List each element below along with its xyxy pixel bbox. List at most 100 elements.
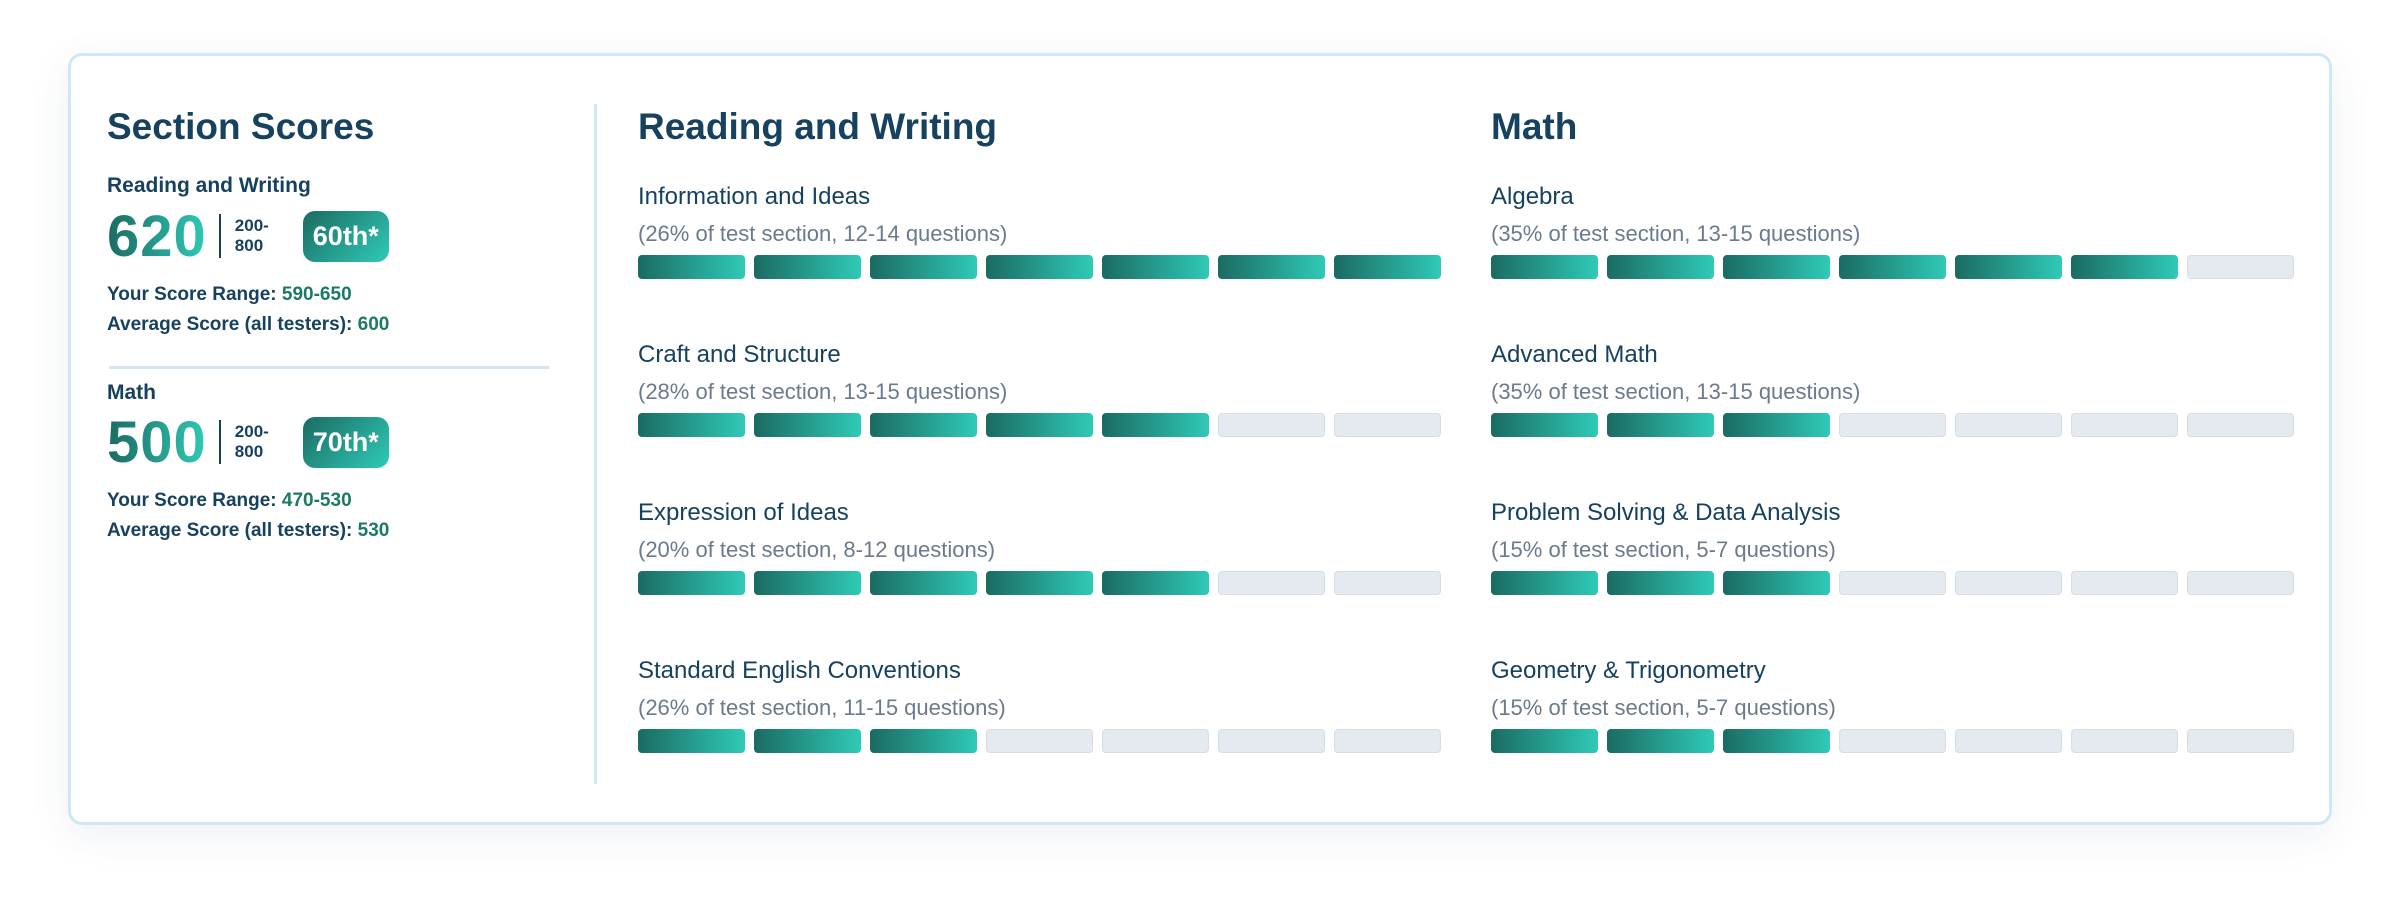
score-range: Your Score Range: 590-650 xyxy=(107,284,352,306)
empty-score-bar-segment xyxy=(1334,729,1441,753)
scale-max: 800 xyxy=(234,442,264,461)
percentile-badge: 60th* xyxy=(302,210,389,262)
filled-score-bar-segment xyxy=(1102,413,1209,437)
filled-score-bar-segment xyxy=(1839,255,1946,279)
empty-score-bar-segment xyxy=(2071,413,2178,437)
average-score: Average Score (all testers): 530 xyxy=(107,520,389,542)
filled-score-bar-segment xyxy=(1491,729,1598,753)
filled-score-bar-segment xyxy=(1607,413,1714,437)
filled-score-bar-segment xyxy=(1218,255,1325,279)
empty-score-bar-segment xyxy=(1839,571,1946,595)
filled-score-bar-segment xyxy=(638,571,745,595)
score-separator xyxy=(218,420,221,464)
section-scores-title: Section Scores xyxy=(107,106,375,147)
filled-score-bar-segment xyxy=(986,413,1093,437)
filled-score-bar-segment xyxy=(1607,729,1714,753)
section-label: Math xyxy=(107,381,156,404)
skill-domain-name: Advanced Math xyxy=(1491,341,1658,368)
skill-domain-description: (26% of test section, 11-15 questions) xyxy=(638,695,1006,720)
performance-bar xyxy=(638,729,1443,753)
filled-score-bar-segment xyxy=(1491,413,1598,437)
skill-domain-description: (26% of test section, 12-14 questions) xyxy=(638,221,1008,246)
skill-domain: Algebra (35% of test section, 13-15 ques… xyxy=(1491,183,2296,279)
skill-domain-name: Information and Ideas xyxy=(638,183,871,210)
empty-score-bar-segment xyxy=(1955,413,2062,437)
skill-domain-name: Geometry & Trigonometry xyxy=(1491,657,1766,684)
filled-score-bar-segment xyxy=(1102,571,1209,595)
column-title: Reading and Writing xyxy=(638,106,998,147)
filled-score-bar-segment xyxy=(754,729,861,753)
skill-domain: Expression of Ideas (20% of test section… xyxy=(638,499,1443,595)
empty-score-bar-segment xyxy=(1218,571,1325,595)
filled-score-bar-segment xyxy=(870,255,977,279)
filled-score-bar-segment xyxy=(986,255,1093,279)
score-separator xyxy=(218,214,221,258)
average-score-value: 600 xyxy=(357,314,390,335)
scale-min: 200- xyxy=(234,422,269,441)
score-range-label: Your Score Range: xyxy=(107,284,282,305)
filled-score-bar-segment xyxy=(1491,571,1598,595)
performance-bar xyxy=(1491,255,2296,279)
empty-score-bar-segment xyxy=(2187,255,2294,279)
skill-domain-description: (28% of test section, 13-15 questions) xyxy=(638,379,1008,404)
empty-score-bar-segment xyxy=(1334,571,1441,595)
filled-score-bar-segment xyxy=(638,413,745,437)
empty-score-bar-segment xyxy=(2071,571,2178,595)
filled-score-bar-segment xyxy=(1334,255,1441,279)
empty-score-bar-segment xyxy=(2071,729,2178,753)
skill-domain-description: (35% of test section, 13-15 questions) xyxy=(1491,221,1861,246)
filled-score-bar-segment xyxy=(1723,255,1830,279)
skill-domain-description: (20% of test section, 8-12 questions) xyxy=(638,537,996,562)
empty-score-bar-segment xyxy=(1955,571,2062,595)
average-score-label: Average Score (all testers): xyxy=(107,314,358,335)
filled-score-bar-segment xyxy=(1607,571,1714,595)
average-score-label: Average Score (all testers): xyxy=(107,520,358,541)
skill-domain-name: Standard English Conventions xyxy=(638,657,961,684)
vertical-divider xyxy=(594,104,597,784)
filled-score-bar-segment xyxy=(638,255,745,279)
skill-domain: Craft and Structure (28% of test section… xyxy=(638,341,1443,437)
skill-domain: Advanced Math (35% of test section, 13-1… xyxy=(1491,341,2296,437)
performance-bar xyxy=(638,571,1443,595)
filled-score-bar-segment xyxy=(754,255,861,279)
filled-score-bar-segment xyxy=(870,571,977,595)
empty-score-bar-segment xyxy=(2187,571,2294,595)
score-row: 620 200- 800 60th* xyxy=(107,204,389,269)
empty-score-bar-segment xyxy=(1102,729,1209,753)
average-score-value: 530 xyxy=(357,520,390,541)
skill-domain: Geometry & Trigonometry (15% of test sec… xyxy=(1491,657,2296,753)
skill-domain-name: Expression of Ideas xyxy=(638,499,849,526)
empty-score-bar-segment xyxy=(1839,413,1946,437)
empty-score-bar-segment xyxy=(1839,729,1946,753)
filled-score-bar-segment xyxy=(1955,255,2062,279)
filled-score-bar-segment xyxy=(1723,729,1830,753)
filled-score-bar-segment xyxy=(754,413,861,437)
skill-domain-name: Craft and Structure xyxy=(638,341,841,368)
performance-bar xyxy=(638,255,1443,279)
section-scores-card: Section Scores Reading and Writing 620 2… xyxy=(68,53,2332,825)
column-title: Math xyxy=(1491,106,1578,147)
section-score: 500 xyxy=(107,409,207,475)
empty-score-bar-segment xyxy=(2187,729,2294,753)
score-row: 500 200- 800 70th* xyxy=(107,409,389,475)
empty-score-bar-segment xyxy=(2187,413,2294,437)
empty-score-bar-segment xyxy=(1334,413,1441,437)
score-range-value: 470-530 xyxy=(281,490,352,511)
filled-score-bar-segment xyxy=(1723,413,1830,437)
skill-domain: Standard English Conventions (26% of tes… xyxy=(638,657,1443,753)
percentile-badge: 70th* xyxy=(302,416,389,468)
skill-domain-description: (15% of test section, 5-7 questions) xyxy=(1491,695,1836,720)
skill-domain: Information and Ideas (26% of test secti… xyxy=(638,183,1443,279)
filled-score-bar-segment xyxy=(986,571,1093,595)
filled-score-bar-segment xyxy=(1491,255,1598,279)
filled-score-bar-segment xyxy=(638,729,745,753)
scale-max: 800 xyxy=(234,236,264,255)
section-label: Reading and Writing xyxy=(107,174,311,197)
score-range: Your Score Range: 470-530 xyxy=(107,490,352,512)
skill-domain-name: Problem Solving & Data Analysis xyxy=(1491,499,1841,526)
score-scale: 200- 800 xyxy=(235,422,285,462)
empty-score-bar-segment xyxy=(1218,729,1325,753)
skill-domain-description: (15% of test section, 5-7 questions) xyxy=(1491,537,1836,562)
filled-score-bar-segment xyxy=(754,571,861,595)
filled-score-bar-segment xyxy=(1723,571,1830,595)
